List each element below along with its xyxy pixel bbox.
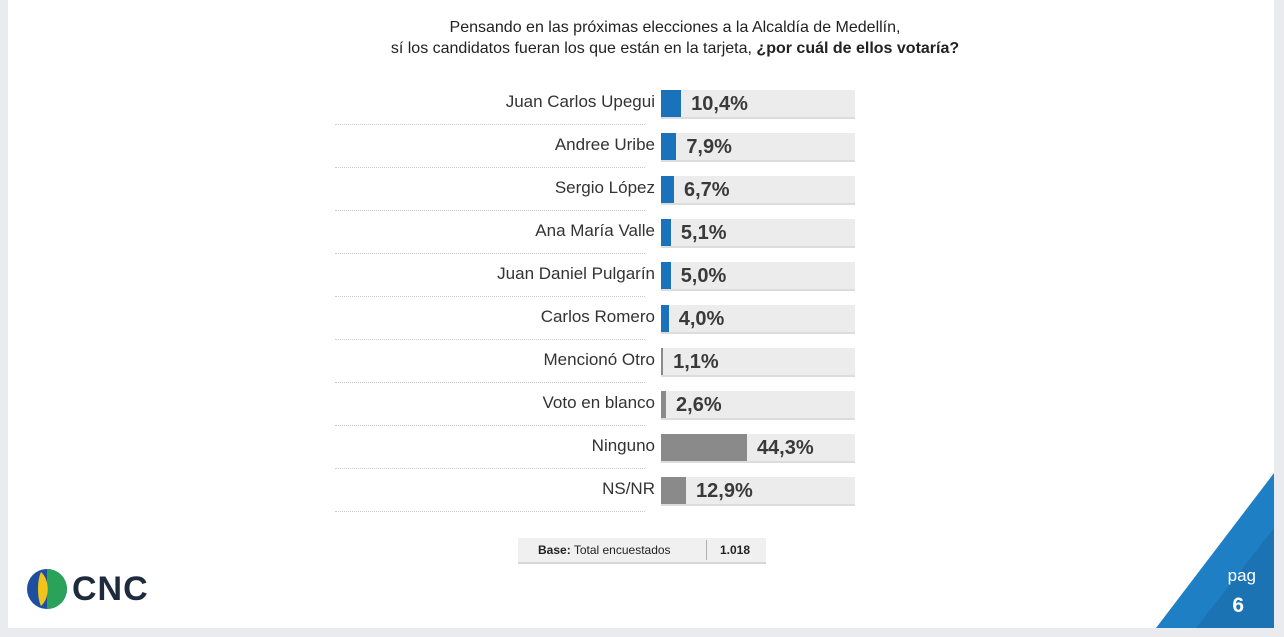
- slide: Pensando en las próximas elecciones a la…: [8, 0, 1274, 628]
- row-separator: [335, 382, 645, 383]
- bar-row: NS/NR 12,9%: [335, 471, 875, 514]
- bar-track: 6,7%: [661, 176, 855, 205]
- page-corner-triangle: [1156, 473, 1274, 628]
- bar-track: 1,1%: [661, 348, 855, 377]
- bar-row: Juan Daniel Pulgarín 5,0%: [335, 256, 875, 299]
- category-label: Carlos Romero: [540, 307, 655, 326]
- bar-row: Juan Carlos Upegui 10,4%: [335, 84, 875, 127]
- base-label: Base:: [538, 543, 571, 557]
- base-box: Base: Total encuestados 1.018: [518, 538, 766, 564]
- value-label: 5,1%: [680, 222, 727, 244]
- row-separator: [335, 339, 645, 340]
- chart-title: Pensando en las próximas elecciones a la…: [8, 17, 1274, 59]
- value-label: 6,7%: [683, 179, 730, 201]
- bar: [661, 219, 671, 246]
- title-line-2: sí los candidatos fueran los que están e…: [8, 38, 1274, 59]
- bar-track: 44,3%: [661, 434, 855, 463]
- base-label-wrap: Base: Total encuestados: [538, 543, 671, 557]
- bar: [661, 391, 667, 418]
- bar-row: Ninguno 44,3%: [335, 428, 875, 471]
- base-text: Total encuestados: [573, 543, 671, 557]
- value-label: 5,0%: [680, 265, 727, 287]
- value-label: 4,0%: [678, 308, 725, 330]
- category-label: Voto en blanco: [542, 393, 655, 412]
- bar-row: Voto en blanco 2,6%: [335, 385, 875, 428]
- bar-track: 5,1%: [661, 219, 855, 248]
- bar-track: 5,0%: [661, 262, 855, 291]
- bar-track: 4,0%: [661, 305, 855, 334]
- bar-track: 2,6%: [661, 391, 855, 420]
- row-separator: [335, 468, 645, 469]
- category-label: Ana María Valle: [535, 221, 655, 240]
- value-label: 10,4%: [691, 93, 748, 115]
- category-label: Ninguno: [591, 436, 655, 455]
- cnc-logo: CNC: [26, 568, 166, 612]
- page-word: pag: [1227, 566, 1256, 585]
- category-label: NS/NR: [602, 479, 655, 498]
- bar-track: 12,9%: [661, 477, 855, 506]
- category-label: Andree Uribe: [554, 135, 655, 154]
- bar-row: Mencionó Otro 1,1%: [335, 342, 875, 385]
- category-label: Mencionó Otro: [543, 350, 656, 369]
- category-label: Juan Carlos Upegui: [505, 92, 655, 111]
- bar: [661, 434, 747, 461]
- bar: [661, 477, 687, 504]
- bar: [661, 262, 671, 289]
- bar: [661, 348, 664, 375]
- row-separator: [335, 296, 645, 297]
- value-label: 1,1%: [673, 351, 719, 373]
- bar-row: Carlos Romero 4,0%: [335, 299, 875, 342]
- cnc-brand: CNC: [72, 570, 149, 608]
- row-separator: [335, 425, 645, 426]
- bar-row: Andree Uribe 7,9%: [335, 127, 875, 170]
- bar: [661, 133, 677, 160]
- title-question: ¿por cuál de ellos votaría?: [756, 40, 960, 57]
- category-label: Juan Daniel Pulgarín: [497, 264, 655, 283]
- row-separator: [335, 511, 645, 512]
- bar: [661, 176, 674, 203]
- value-label: 12,9%: [696, 480, 753, 502]
- bar-track: 7,9%: [661, 133, 855, 162]
- base-divider: [706, 540, 707, 560]
- row-separator: [335, 210, 645, 211]
- value-label: 44,3%: [756, 437, 814, 459]
- bar-chart: Juan Carlos Upegui 10,4% Andree Uribe 7,9% S…: [335, 84, 875, 514]
- value-label: 7,9%: [686, 136, 732, 158]
- bar-row: Ana María Valle 5,1%: [335, 213, 875, 256]
- row-separator: [335, 167, 645, 168]
- page-number: 6: [1232, 594, 1244, 617]
- bar: [661, 90, 682, 117]
- row-separator: [335, 253, 645, 254]
- row-separator: [335, 124, 645, 125]
- title-line-2-text: sí los candidatos fueran los que están e…: [390, 40, 752, 57]
- bar-row: Sergio López 6,7%: [335, 170, 875, 213]
- cnc-logo-icon: [27, 569, 67, 609]
- bar: [661, 305, 669, 332]
- base-value: 1.018: [720, 543, 751, 557]
- title-line-1: Pensando en las próximas elecciones a la…: [449, 19, 901, 36]
- category-label: Sergio López: [554, 178, 655, 197]
- bar-track: 10,4%: [661, 90, 855, 119]
- value-label: 2,6%: [676, 394, 722, 416]
